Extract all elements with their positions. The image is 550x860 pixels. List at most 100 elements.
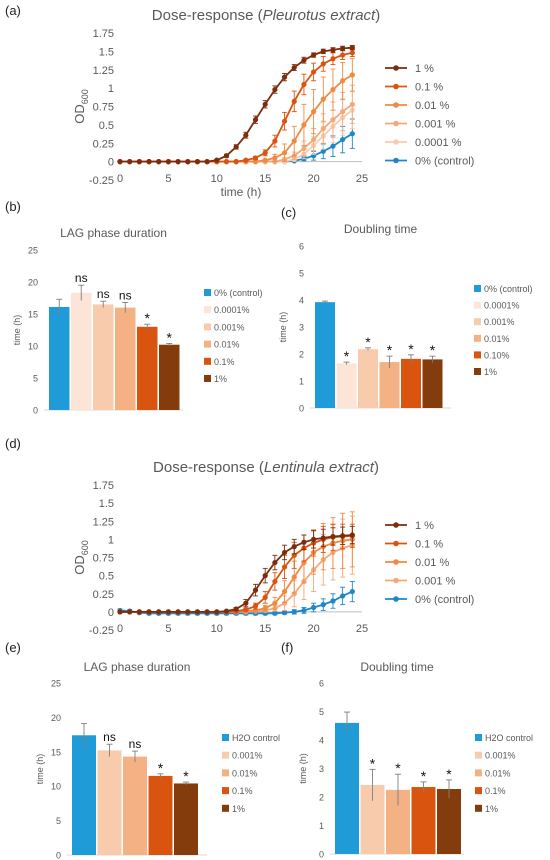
legend-swatch-marker <box>393 559 399 565</box>
legend-swatch <box>475 734 482 741</box>
legend-label: 1% <box>484 367 497 377</box>
legend-label: 0.01 % <box>415 100 449 112</box>
data-point <box>262 101 268 107</box>
significance-label: * <box>365 334 371 350</box>
legend-swatch <box>474 351 481 359</box>
chart-title-part: Dose-response ( <box>152 7 263 24</box>
data-point <box>252 155 259 161</box>
data-point <box>311 69 317 75</box>
significance-label: ns <box>119 288 132 302</box>
y-tick-label: 2 <box>299 350 304 360</box>
data-point <box>272 559 278 566</box>
legend-label: 0% (control) <box>415 594 474 606</box>
significance-label: * <box>430 342 436 358</box>
legend-swatch <box>222 804 229 812</box>
y-tick-label: 1 <box>319 821 324 831</box>
legend-swatch <box>475 787 482 795</box>
data-point <box>233 606 239 612</box>
data-point <box>175 609 181 615</box>
growth-curve-chart-lentinula: Dose-response (Lentinula extract)-0.2500… <box>72 459 474 637</box>
y-tick-label: 20 <box>28 278 38 288</box>
y-tick-label: 1 <box>299 377 304 387</box>
legend-swatch <box>222 787 229 795</box>
data-point <box>175 159 181 165</box>
significance-label: ns <box>75 271 88 285</box>
legend-swatch <box>475 751 482 759</box>
data-point <box>127 609 133 615</box>
data-point <box>301 122 307 128</box>
y-tick-label: 5 <box>33 374 38 384</box>
legend-label: 1% <box>214 374 227 384</box>
y-axis-label: time (h) <box>278 312 288 343</box>
data-point <box>281 600 288 606</box>
legend-swatch <box>222 734 229 741</box>
y-tick-label: 3 <box>319 764 324 774</box>
data-point <box>330 56 336 62</box>
bar-0 <box>315 302 335 408</box>
significance-label: * <box>158 760 164 776</box>
legend-label: 0.01% <box>214 340 240 350</box>
legend-swatch-marker <box>393 65 399 71</box>
data-point <box>262 594 268 600</box>
data-point <box>311 536 317 542</box>
significance-label: ns <box>129 737 142 751</box>
series-line <box>120 544 353 613</box>
y-axis-label-sub: 600 <box>80 89 90 104</box>
significance-label: * <box>344 348 350 364</box>
legend-swatch <box>475 804 482 812</box>
data-point <box>146 159 152 165</box>
y-axis-label: OD600 <box>72 540 90 575</box>
data-point <box>214 157 220 163</box>
data-point <box>281 564 288 570</box>
data-point <box>223 153 230 159</box>
y-tick-label: 0.75 <box>93 553 114 565</box>
data-point <box>243 607 249 613</box>
y-tick-label: 0 <box>108 157 114 169</box>
y-tick-label: 1.25 <box>93 516 114 528</box>
y-axis-label-main: OD <box>72 104 87 124</box>
data-point <box>281 74 288 80</box>
panel-label-b: (b) <box>5 199 21 214</box>
significance-label: * <box>395 760 401 776</box>
data-point <box>311 604 317 611</box>
chart-title: LAG phase duration <box>84 660 191 674</box>
significance-label: ns <box>97 287 110 301</box>
data-point <box>291 544 297 550</box>
data-point <box>330 47 336 53</box>
series-line <box>120 534 353 613</box>
chart-title-part: Pleurotus extract <box>263 7 376 24</box>
data-point <box>194 609 201 615</box>
y-tick-label: 1.75 <box>93 480 114 492</box>
y-tick-label: 0 <box>319 850 324 860</box>
x-tick-label: 20 <box>307 173 319 185</box>
data-point <box>272 155 278 161</box>
series-line <box>120 538 353 613</box>
data-point <box>272 600 278 606</box>
y-tick-label: 20 <box>51 713 61 723</box>
bar-2 <box>93 304 114 410</box>
bar-2 <box>123 756 147 855</box>
legend-label: 0.001 % <box>415 119 456 131</box>
y-tick-label: 4 <box>299 296 304 306</box>
y-tick-label: 0.25 <box>93 589 114 601</box>
data-point <box>252 159 259 165</box>
chart-title: Dose-response (Lentinula extract) <box>153 459 379 476</box>
significance-label: * <box>408 341 414 357</box>
series-5 <box>117 118 355 165</box>
y-tick-label: 10 <box>51 782 61 792</box>
y-tick-label: 25 <box>51 679 61 689</box>
data-point <box>340 52 346 58</box>
y-tick-label: 5 <box>319 707 324 717</box>
y-axis-label-main: OD <box>72 555 87 575</box>
legend-swatch <box>474 301 481 309</box>
y-tick-label: 5 <box>299 269 304 279</box>
legend-swatch-marker <box>393 540 399 547</box>
panel-label-d: (d) <box>5 436 21 451</box>
data-point <box>320 148 326 154</box>
data-point <box>349 532 355 538</box>
legend-label: H2O control <box>232 733 280 743</box>
bar-2 <box>358 349 378 408</box>
doubling-time-bar-chart-lentinula: Doubling time 0 1 2 3 4 5 6 time (h) * * * * H2O cont… <box>298 660 533 860</box>
y-tick-label: 6 <box>319 679 324 689</box>
data-point <box>291 98 297 104</box>
